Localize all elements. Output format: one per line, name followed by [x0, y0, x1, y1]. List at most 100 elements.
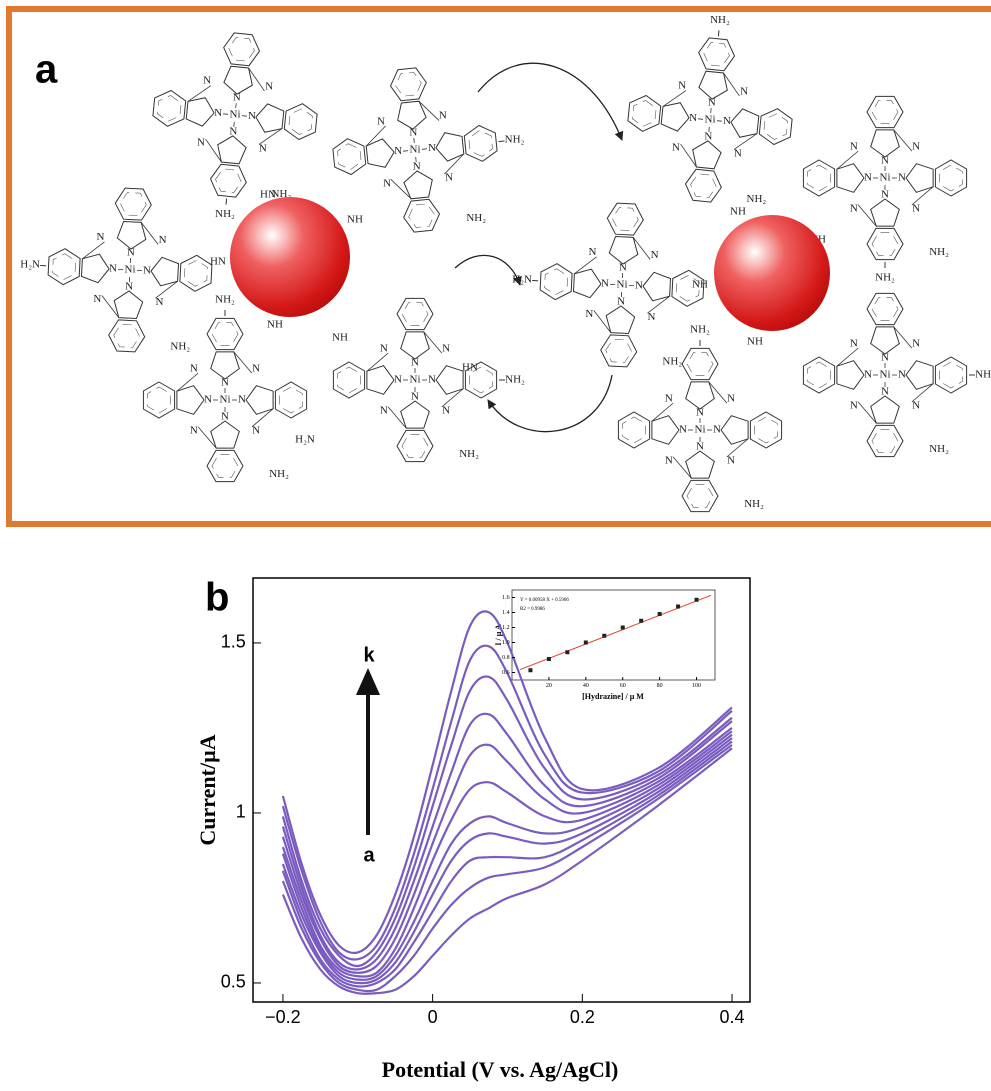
benzene-ring: [749, 411, 783, 449]
y-tick-label: 1.4: [502, 610, 510, 616]
pyrrole-ring: [660, 102, 690, 132]
nitrogen-atom: N: [864, 369, 872, 381]
benzene-ring: [152, 89, 187, 127]
pyrrole-ring: [210, 351, 240, 380]
benzene-ring: [396, 297, 434, 331]
benzene-inner: [763, 113, 788, 140]
amine-group: NH₂: [459, 448, 479, 460]
benzene-inner: [157, 95, 182, 122]
nitrogen-atom: N: [214, 107, 222, 119]
x-tick-label: 80: [657, 683, 663, 689]
curve: [281, 675, 733, 968]
pyrrole-ring: [245, 385, 274, 415]
benzene-ring: [866, 424, 904, 458]
benzene-ring: [684, 168, 722, 203]
pyrrole-ring: [435, 365, 464, 395]
nitrogen-atom: N: [672, 141, 680, 153]
nitrogen-atom: N: [203, 74, 211, 86]
pyrrole-ring: [720, 415, 749, 445]
linker-group: NH: [332, 332, 348, 344]
amine-group: NH₂: [505, 134, 525, 146]
pyrrole-ring: [116, 220, 147, 250]
benzene-inner: [675, 274, 700, 302]
nitrogen-atom: N: [881, 386, 889, 398]
pyrrole-ring: [870, 198, 900, 227]
bond: [672, 456, 692, 479]
y-tick-label: 0.6: [502, 670, 510, 676]
point: [657, 612, 662, 616]
bond: [155, 280, 179, 299]
benzene-inner: [401, 434, 429, 458]
pyrrole-ring: [435, 132, 465, 162]
pyrrole-ring: [176, 385, 205, 415]
pyrrole-ring: [905, 163, 934, 193]
bond: [836, 347, 859, 367]
x-tick-label: 0.2: [570, 1007, 595, 1027]
chart-panel: b Potential (V vs. Ag/AgCl) Current/µA k…: [195, 576, 751, 1082]
nitrogen-atom: N: [413, 160, 421, 172]
bond: [857, 204, 877, 227]
metal-atom: Ni: [230, 109, 241, 121]
annotation: k: [363, 644, 375, 666]
curve: [281, 610, 733, 955]
curve: [281, 737, 733, 985]
benzene-ring: [464, 361, 498, 399]
inset-x-label: [Hydrazine] / µ M: [582, 692, 644, 701]
metal-atom: Ni: [220, 394, 231, 406]
benzene-inner: [288, 108, 313, 135]
benzene-ring: [934, 159, 968, 197]
nitrogen-atom: N: [442, 342, 450, 354]
pyrrole-ring: [605, 305, 636, 335]
pyrrole-ring: [685, 450, 715, 479]
nitrogen-atom: N: [723, 115, 731, 127]
bond: [205, 138, 223, 163]
nitrogen-atom: N: [734, 148, 742, 160]
amine-group: NH₂: [269, 468, 289, 480]
benzene-inner: [703, 42, 730, 67]
benzene-ring: [332, 138, 367, 176]
nitrogen-atom: N: [665, 455, 673, 467]
benzene-ring: [332, 361, 366, 399]
bond: [662, 90, 687, 108]
pyrrole-ring: [255, 103, 285, 133]
benzene-ring: [403, 198, 441, 233]
nitrogen-atom: N: [585, 308, 593, 320]
benzene-ring: [389, 67, 427, 102]
metal-atom: Ni: [880, 172, 891, 184]
metal-atom: Ni: [125, 264, 136, 276]
bond: [647, 295, 671, 314]
point: [676, 604, 681, 609]
panel-label: b: [205, 576, 229, 620]
nitrogen-atom: N: [850, 203, 858, 215]
nitrogen-atom: N: [696, 407, 704, 419]
benzene-inner: [469, 366, 493, 394]
benzene-inner: [401, 302, 429, 326]
pyrrole-ring: [366, 365, 395, 395]
nitrogen-atom: N: [689, 112, 697, 124]
linker-group: HN: [260, 189, 276, 201]
point: [620, 625, 625, 630]
pyrrole-ring: [905, 360, 934, 390]
curve: [281, 747, 733, 995]
bond: [893, 326, 913, 349]
nitrogen-atom: N: [727, 455, 735, 467]
benzene-ring: [600, 334, 638, 368]
x-tick-label: 60: [620, 683, 626, 689]
amine-group: NH₂: [215, 208, 235, 220]
curve: [281, 733, 733, 981]
bond: [247, 67, 265, 92]
point: [528, 668, 533, 673]
benzene-inner: [215, 168, 242, 193]
benzene-ring: [758, 108, 793, 146]
benzene-ring: [866, 292, 904, 326]
linker-group: NH: [730, 206, 746, 218]
nitrogen-atom: N: [229, 125, 237, 137]
nitrogen-atom: N: [428, 142, 436, 154]
benzene-inner: [468, 130, 493, 157]
point: [546, 657, 551, 661]
bond: [573, 256, 597, 275]
metal-atom: Ni: [695, 424, 706, 436]
benzene-inner: [147, 386, 171, 414]
x-tick-label: −0.2: [265, 1007, 301, 1027]
benzene-ring: [606, 202, 644, 236]
